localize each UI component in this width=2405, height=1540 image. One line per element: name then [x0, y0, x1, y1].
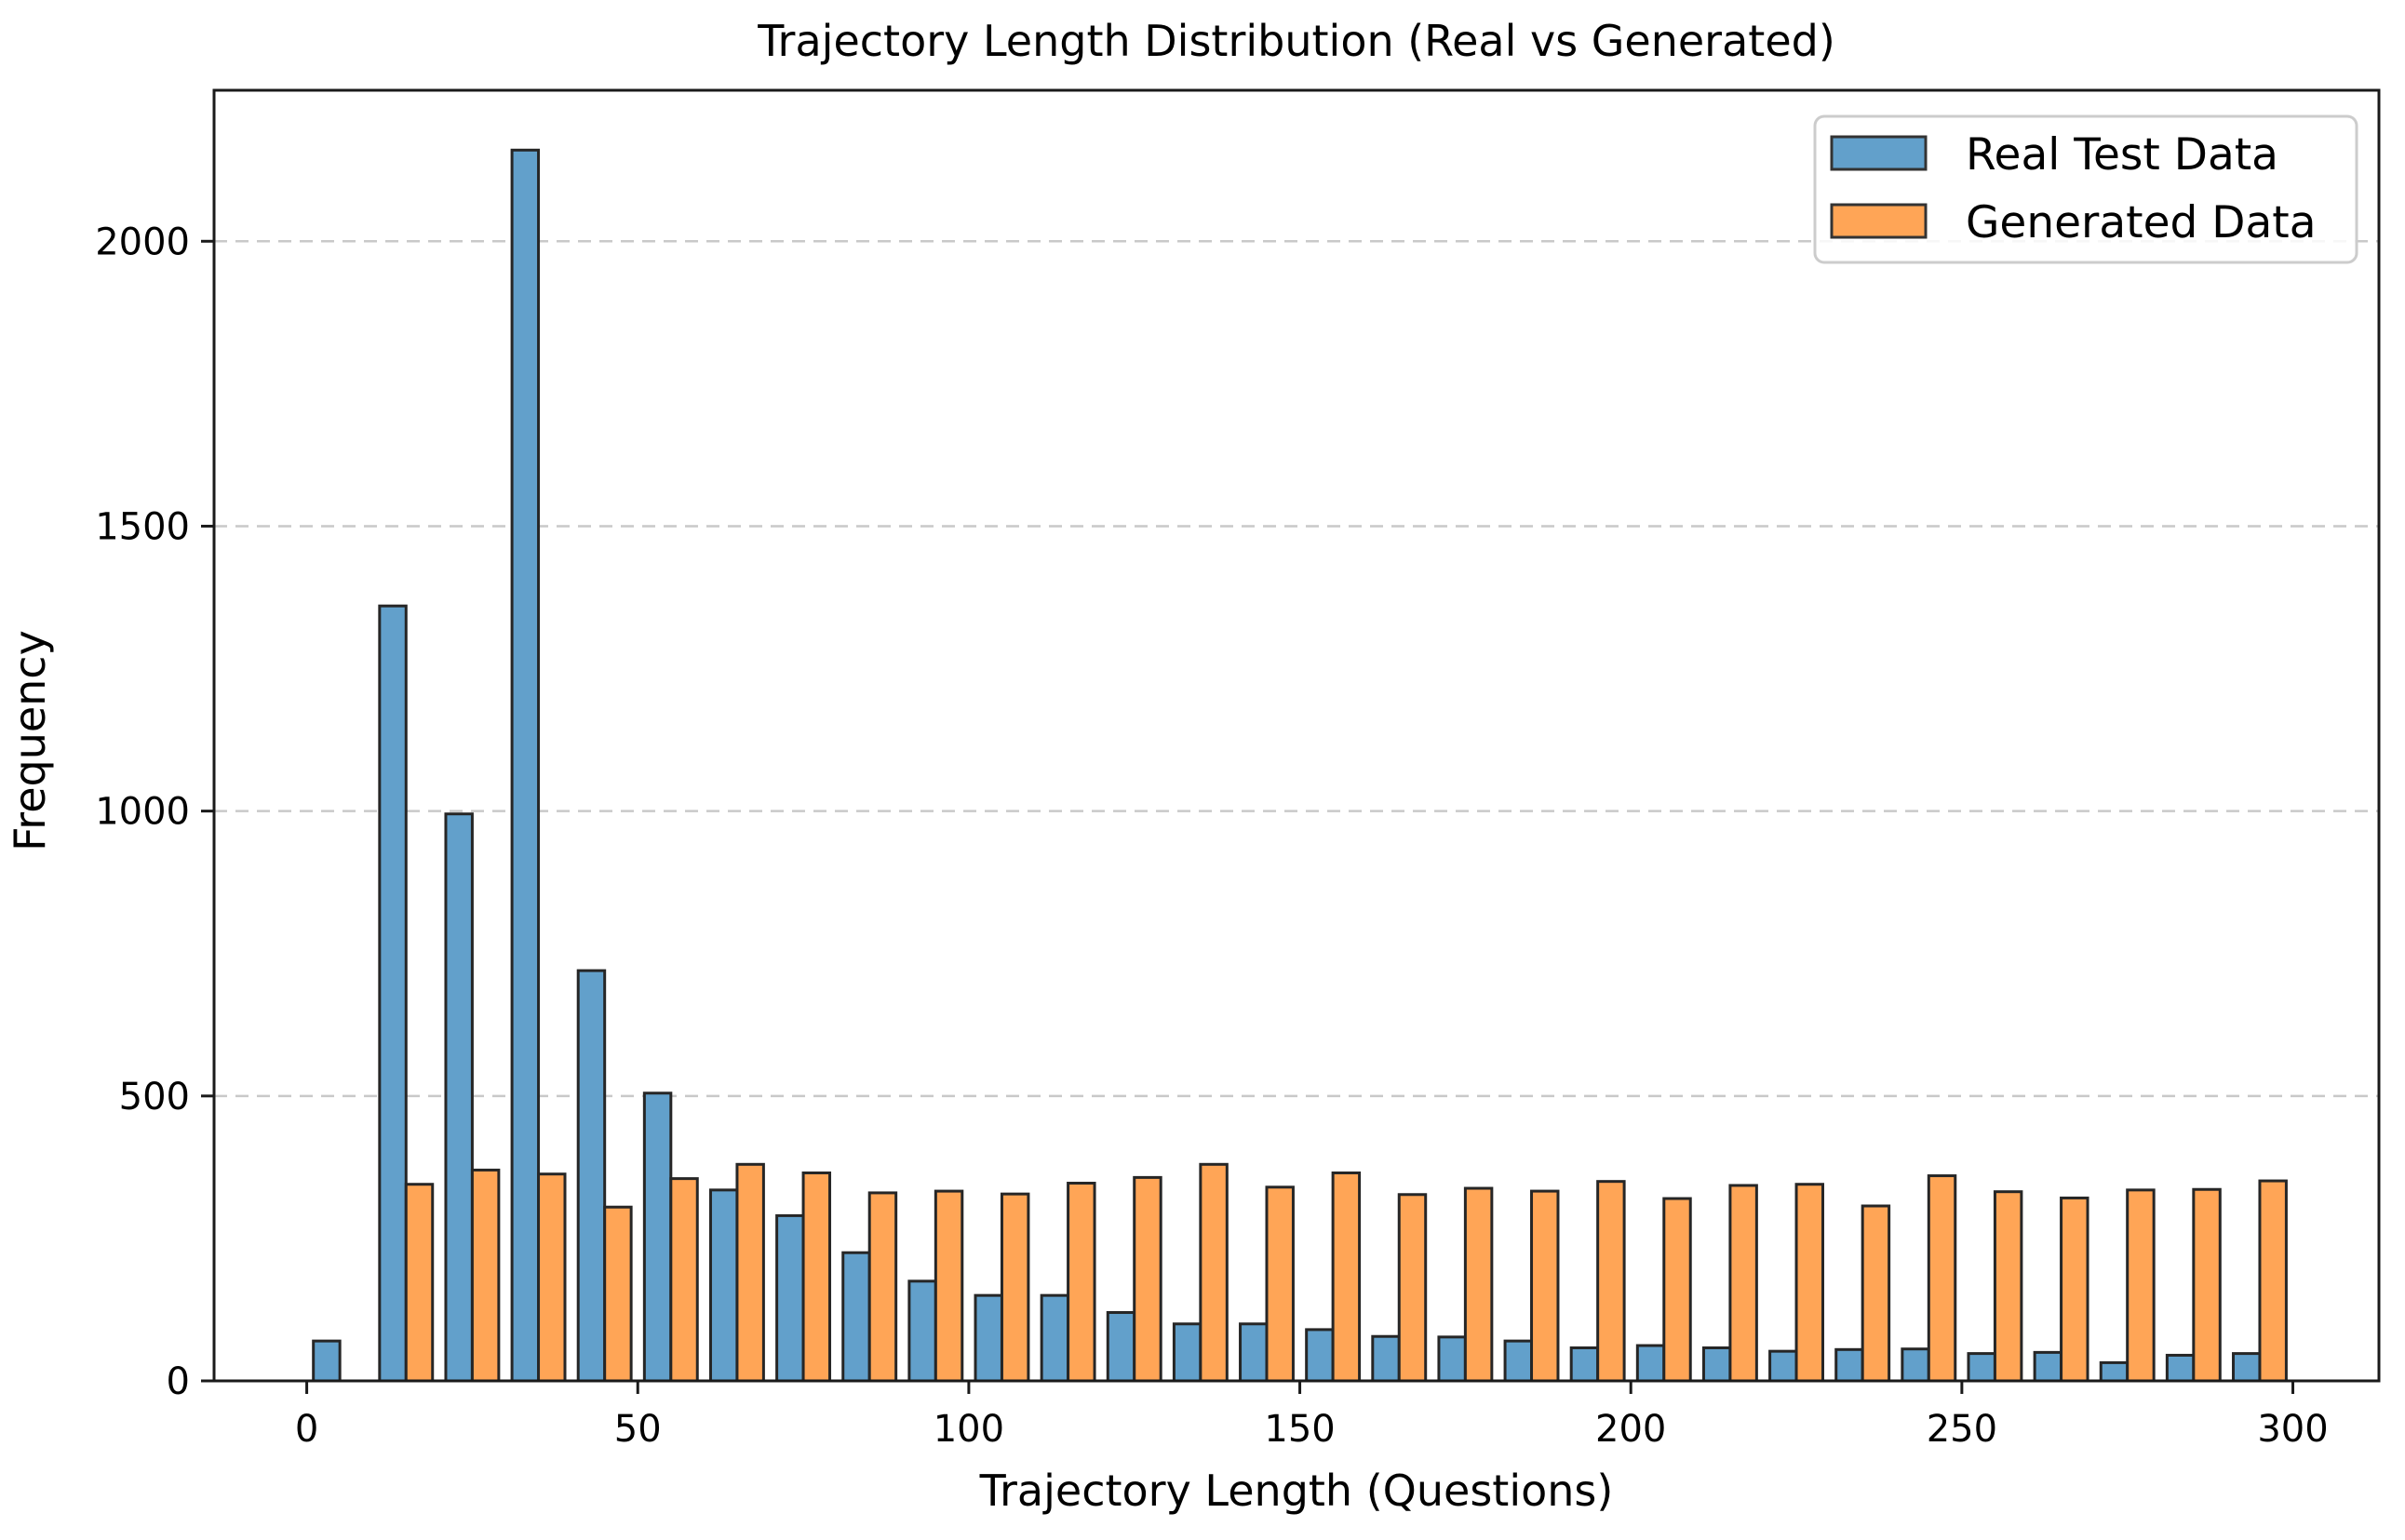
real-bar-0: [312, 1339, 342, 1383]
y-axis-label: Frequency: [5, 630, 55, 851]
chart-title: Trajectory Length Distribution (Real vs …: [757, 16, 1835, 66]
real-bar-40: [576, 969, 607, 1383]
x-tick-label-150: 150: [1264, 1408, 1335, 1451]
legend: Real Test Data Generated Data: [1813, 114, 2358, 264]
generated-bar-240: [1927, 1174, 1957, 1383]
legend-label-real: Real Test Data: [1966, 129, 2278, 181]
real-bar-50: [642, 1091, 673, 1383]
generated-bar-80: [867, 1191, 898, 1383]
real-bar-100: [974, 1293, 1003, 1383]
generated-bar-230: [1861, 1204, 1891, 1383]
x-tick-label-100: 100: [934, 1408, 1004, 1451]
y-tick-label-500: 500: [119, 1076, 190, 1118]
generated-bar-280: [2192, 1187, 2222, 1383]
x-tick-label-250: 250: [1927, 1408, 1997, 1451]
generated-bar-160: [1397, 1193, 1428, 1383]
real-bar-240: [1901, 1347, 1930, 1383]
real-bar-110: [1040, 1293, 1070, 1383]
real-bar-160: [1371, 1334, 1401, 1383]
generated-bar-20: [470, 1168, 501, 1383]
generated-bar-90: [934, 1189, 964, 1383]
generated-bar-200: [1662, 1197, 1692, 1383]
generated-bar-50: [669, 1177, 699, 1383]
real-bar-60: [708, 1188, 739, 1383]
real-bar-180: [1503, 1339, 1534, 1383]
plot-spines: [212, 88, 2381, 1383]
real-bar-90: [907, 1279, 937, 1383]
generated-bar-130: [1199, 1162, 1229, 1383]
real-bar-70: [775, 1213, 805, 1383]
x-tick-label-200: 200: [1595, 1408, 1666, 1451]
generated-bar-290: [2258, 1179, 2288, 1383]
x-tick-label-0: 0: [295, 1408, 318, 1451]
x-axis-label: Trajectory Length (Questions): [979, 1466, 1614, 1516]
generated-bar-180: [1530, 1189, 1560, 1383]
y-tick-label-1500: 1500: [95, 505, 190, 548]
real-bar-250: [1967, 1352, 1996, 1383]
generated-bar-250: [1993, 1190, 2023, 1383]
generated-bar-30: [537, 1172, 567, 1383]
generated-bar-220: [1794, 1183, 1824, 1383]
generated-bar-100: [1000, 1192, 1030, 1383]
real-bar-210: [1701, 1346, 1732, 1383]
real-bar-20: [444, 812, 474, 1383]
generated-bar-70: [801, 1171, 832, 1383]
legend-box: [1813, 114, 2358, 264]
real-bar-130: [1172, 1322, 1202, 1383]
generated-bar-140: [1265, 1185, 1295, 1383]
real-bar-30: [510, 148, 541, 1383]
real-bar-140: [1239, 1322, 1269, 1383]
y-tick-label-0: 0: [167, 1360, 190, 1403]
real-bar-200: [1635, 1344, 1666, 1383]
real-bar-170: [1437, 1335, 1467, 1383]
generated-bar-210: [1728, 1184, 1758, 1383]
generated-bar-260: [2060, 1196, 2089, 1383]
real-bar-280: [2165, 1353, 2196, 1383]
generated-bar-120: [1133, 1175, 1162, 1383]
real-bar-290: [2232, 1352, 2262, 1383]
generated-bar-170: [1463, 1186, 1494, 1383]
real-bar-190: [1569, 1346, 1600, 1383]
generated-bar-150: [1331, 1171, 1362, 1383]
legend-swatch-generated: [1830, 203, 1928, 239]
generated-bar-190: [1596, 1180, 1626, 1383]
x-tick-label-50: 50: [614, 1408, 662, 1451]
generated-bar-110: [1067, 1182, 1096, 1383]
bars: [312, 148, 2288, 1383]
generated-bar-60: [735, 1162, 765, 1383]
real-bar-10: [378, 604, 408, 1383]
x-tick-label-300: 300: [2257, 1408, 2328, 1451]
y-tick-label-2000: 2000: [95, 221, 190, 263]
axis-ticks: 0 50 100 150 200 250 300 0 500 1000 1500 2000: [95, 221, 2329, 1451]
legend-label-generated: Generated Data: [1966, 197, 2317, 248]
real-bar-150: [1305, 1328, 1335, 1383]
real-bar-260: [2033, 1350, 2063, 1383]
generated-bar-40: [603, 1205, 633, 1383]
real-bar-270: [2099, 1360, 2130, 1383]
generated-bar-10: [404, 1183, 435, 1383]
real-bar-220: [1768, 1349, 1798, 1383]
generated-bar-270: [2126, 1188, 2156, 1383]
real-bar-80: [841, 1251, 871, 1383]
real-bar-120: [1106, 1311, 1136, 1383]
axes-box: [212, 88, 2381, 1383]
legend-swatch-real: [1830, 135, 1928, 171]
real-bar-230: [1834, 1347, 1864, 1383]
y-tick-label-1000: 1000: [95, 791, 190, 834]
